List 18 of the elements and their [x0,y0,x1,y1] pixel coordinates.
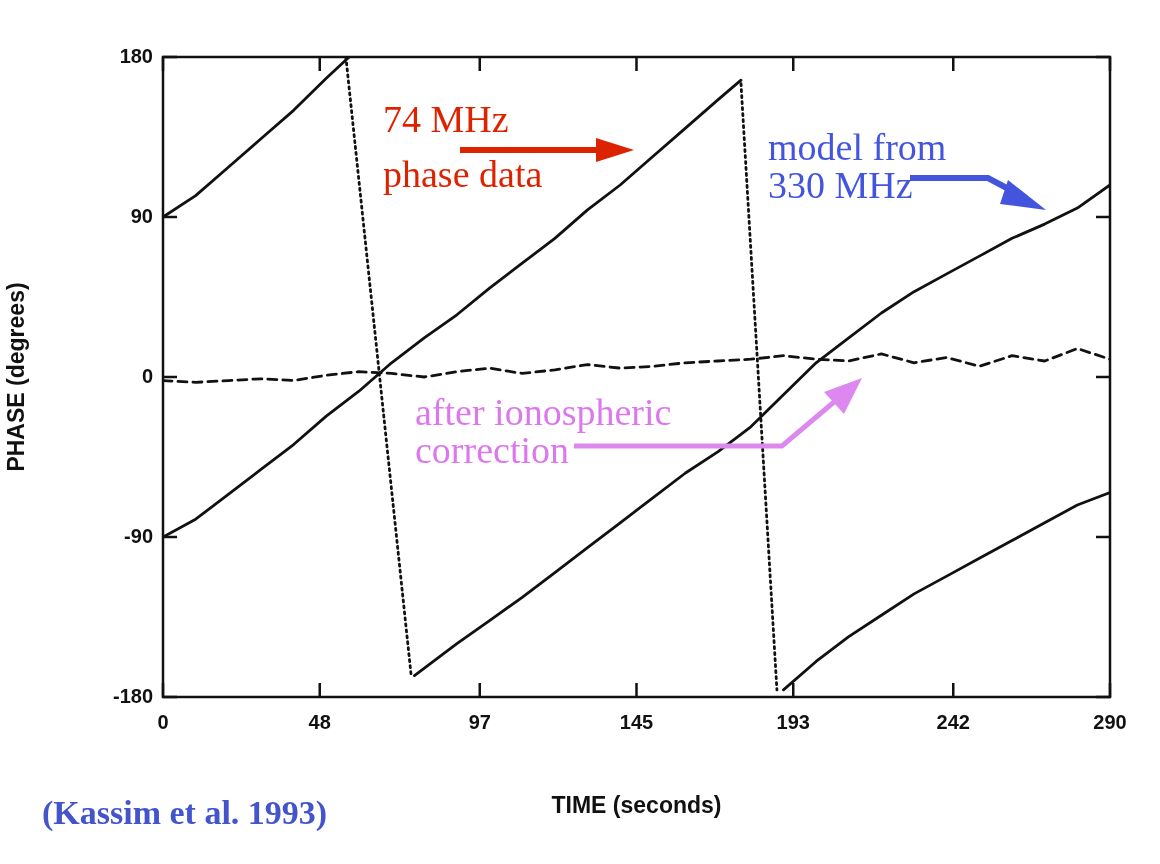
x-tick-label: 145 [619,710,654,733]
x-tick-label: 193 [776,710,810,733]
annotation: 74 MHz phase data [383,97,544,198]
annotation: model from 330 MHz [768,126,948,206]
y-axis-title: PHASE (degrees) [3,282,30,472]
x-tick-label: 290 [1093,710,1127,733]
annotation: after ionospheric correction [415,391,673,471]
x-tick-label: 48 [308,710,331,733]
x-tick-label: 97 [468,710,491,733]
y-tick-label: 180 [119,44,153,67]
x-axis-title: TIME (seconds) [551,791,722,818]
y-tick-label: 90 [130,204,153,227]
y-tick-label: -180 [112,684,153,707]
y-tick-label: -90 [124,524,153,547]
x-tick-label: 0 [157,710,169,733]
text: (Kassim et al. 1993) [42,794,329,831]
y-tick-label: 0 [141,364,153,387]
x-tick-label: 242 [936,710,970,733]
